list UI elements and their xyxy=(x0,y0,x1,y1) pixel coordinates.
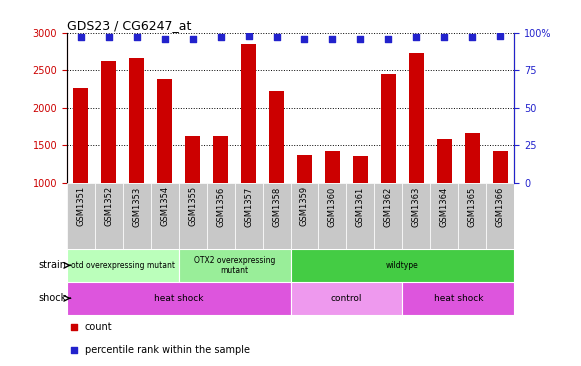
Text: percentile rank within the sample: percentile rank within the sample xyxy=(85,346,250,355)
Point xyxy=(216,34,225,40)
Bar xyxy=(185,136,200,183)
Bar xyxy=(67,282,290,315)
Bar xyxy=(436,139,452,183)
Bar xyxy=(67,183,95,249)
Bar xyxy=(213,136,228,183)
Bar xyxy=(290,249,514,282)
Point xyxy=(468,34,477,40)
Text: GSM1356: GSM1356 xyxy=(216,186,225,227)
Bar xyxy=(318,183,346,249)
Text: otd overexpressing mutant: otd overexpressing mutant xyxy=(71,261,175,270)
Text: GSM1354: GSM1354 xyxy=(160,186,169,227)
Point xyxy=(160,36,169,42)
Point xyxy=(76,34,85,40)
Point xyxy=(69,324,78,329)
Bar xyxy=(290,183,318,249)
Point xyxy=(440,34,449,40)
Bar xyxy=(179,249,290,282)
Text: OTX2 overexpressing
mutant: OTX2 overexpressing mutant xyxy=(194,255,275,275)
Bar xyxy=(241,44,256,183)
Bar xyxy=(325,152,340,183)
Point xyxy=(412,34,421,40)
Point xyxy=(244,33,253,39)
Bar xyxy=(290,282,403,315)
Bar xyxy=(297,155,312,183)
Point xyxy=(132,34,141,40)
Point xyxy=(300,36,309,42)
Text: GSM1365: GSM1365 xyxy=(468,186,477,227)
Bar xyxy=(408,53,424,183)
Text: GSM1364: GSM1364 xyxy=(440,186,449,227)
Bar xyxy=(235,183,263,249)
Bar xyxy=(346,183,374,249)
Text: GSM1355: GSM1355 xyxy=(188,186,197,227)
Bar xyxy=(101,61,116,183)
Text: strain: strain xyxy=(39,260,67,270)
Text: GSM1359: GSM1359 xyxy=(300,186,309,227)
Bar xyxy=(157,79,173,183)
Bar xyxy=(263,183,290,249)
Bar xyxy=(67,249,179,282)
Text: shock: shock xyxy=(38,293,67,303)
Point xyxy=(272,34,281,40)
Bar xyxy=(374,183,403,249)
Bar xyxy=(123,183,150,249)
Bar xyxy=(269,91,284,183)
Bar xyxy=(403,183,431,249)
Point xyxy=(496,33,505,39)
Text: GSM1366: GSM1366 xyxy=(496,186,505,227)
Text: GDS23 / CG6247_at: GDS23 / CG6247_at xyxy=(67,19,191,32)
Bar xyxy=(129,59,145,183)
Bar xyxy=(493,151,508,183)
Bar xyxy=(486,183,514,249)
Text: GSM1352: GSM1352 xyxy=(104,186,113,227)
Bar xyxy=(403,282,514,315)
Bar xyxy=(353,156,368,183)
Text: heat shock: heat shock xyxy=(433,294,483,303)
Point xyxy=(104,34,113,40)
Point xyxy=(383,36,393,42)
Point xyxy=(356,36,365,42)
Text: wildtype: wildtype xyxy=(386,261,419,270)
Text: GSM1357: GSM1357 xyxy=(244,186,253,227)
Text: GSM1360: GSM1360 xyxy=(328,186,337,227)
Bar xyxy=(179,183,207,249)
Bar xyxy=(381,74,396,183)
Point xyxy=(69,348,78,354)
Point xyxy=(328,36,337,42)
Bar xyxy=(465,134,480,183)
Text: heat shock: heat shock xyxy=(154,294,203,303)
Text: GSM1353: GSM1353 xyxy=(132,186,141,227)
Text: control: control xyxy=(331,294,362,303)
Text: GSM1363: GSM1363 xyxy=(412,186,421,227)
Point xyxy=(188,36,198,42)
Text: GSM1351: GSM1351 xyxy=(76,186,85,227)
Text: count: count xyxy=(85,322,112,332)
Bar xyxy=(207,183,235,249)
Bar xyxy=(95,183,123,249)
Text: GSM1358: GSM1358 xyxy=(272,186,281,227)
Bar xyxy=(458,183,486,249)
Bar xyxy=(150,183,179,249)
Bar xyxy=(431,183,458,249)
Text: GSM1362: GSM1362 xyxy=(384,186,393,227)
Text: GSM1361: GSM1361 xyxy=(356,186,365,227)
Bar xyxy=(73,89,88,183)
